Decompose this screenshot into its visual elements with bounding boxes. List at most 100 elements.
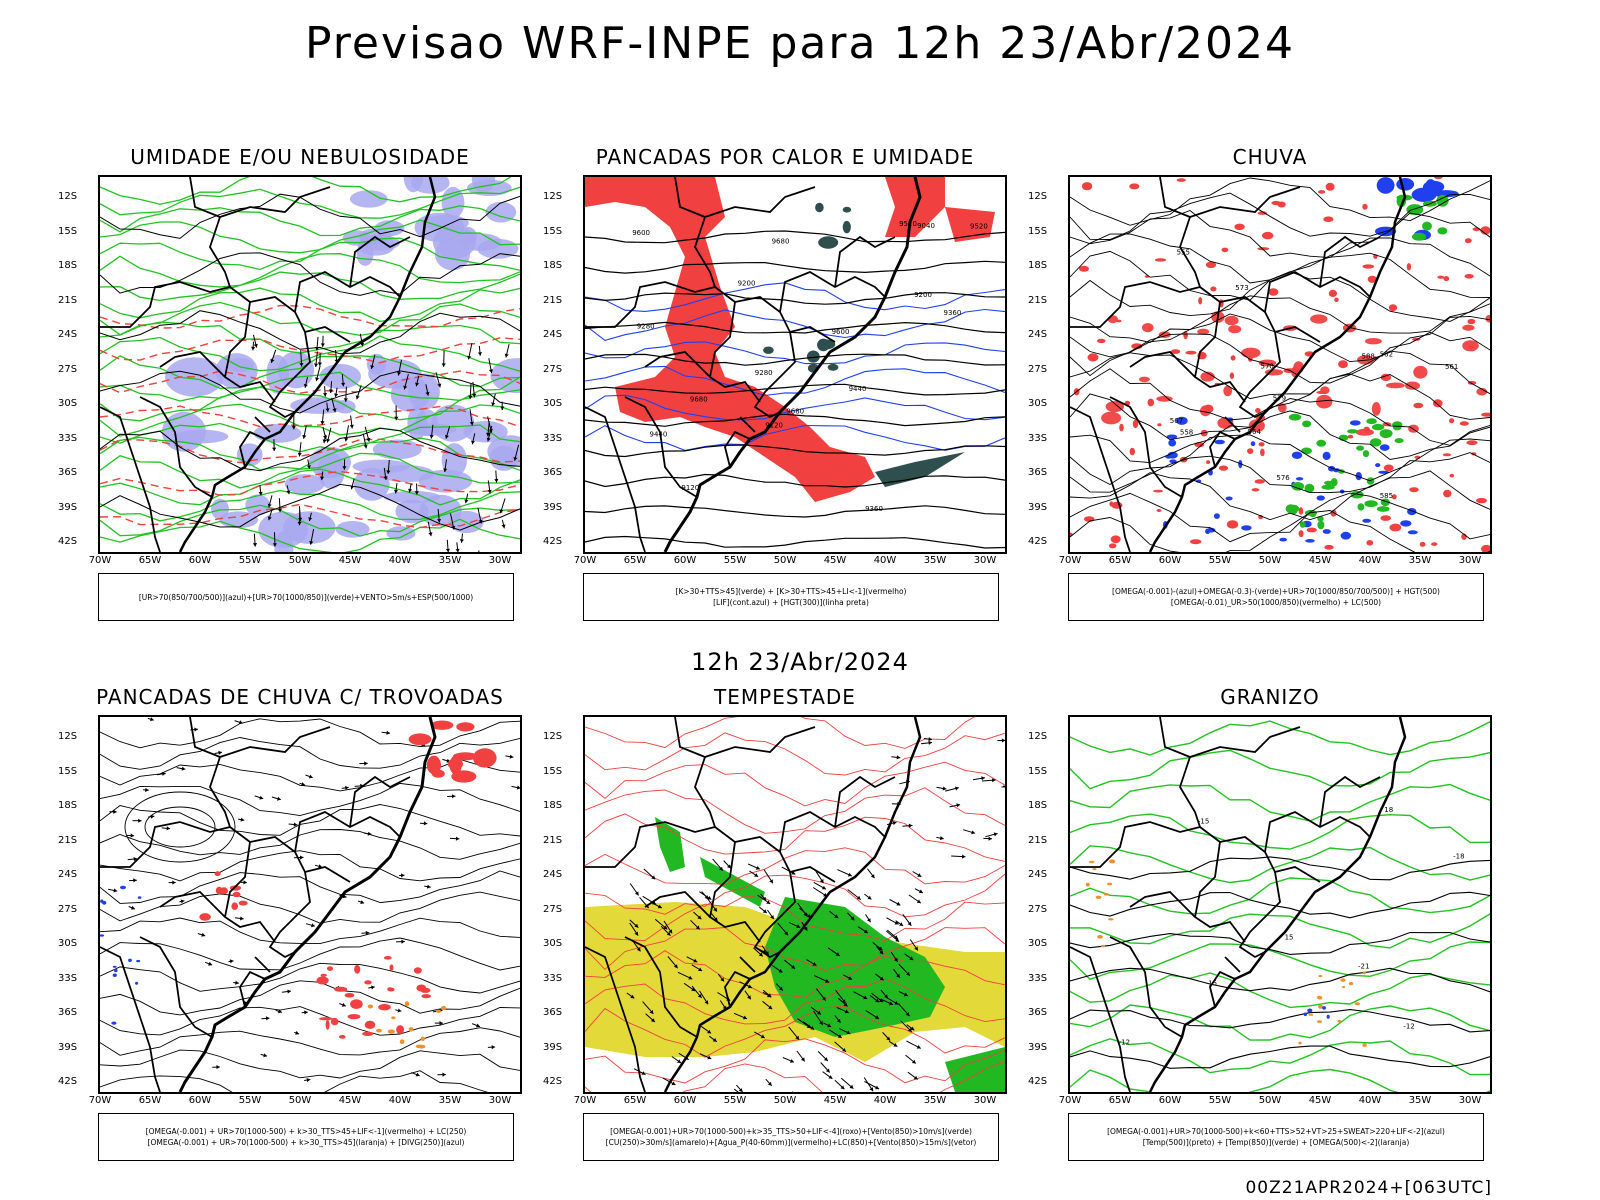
lon-tick-label: 70W bbox=[1058, 1095, 1082, 1106]
lat-tick-label: 39S bbox=[58, 501, 78, 513]
lat-tick-label: 33S bbox=[543, 972, 563, 984]
lat-tick-label: 12S bbox=[543, 191, 563, 202]
lat-tick-label: 30S bbox=[58, 398, 78, 409]
lon-tick-label: 70W bbox=[573, 1095, 597, 1106]
svg-text:-12: -12 bbox=[1119, 1039, 1130, 1047]
svg-text:9520: 9520 bbox=[899, 220, 917, 228]
lon-tick-label: 65W bbox=[1108, 555, 1132, 566]
panel-title: GRANIZO bbox=[1220, 685, 1320, 709]
lat-tick-label: 15S bbox=[1028, 225, 1048, 237]
lat-tick-label: 27S bbox=[58, 903, 78, 915]
main-title: Previsao WRF-INPE para 12h 23/Abr/2024 bbox=[304, 18, 1295, 69]
lon-tick-label: 55W bbox=[723, 1095, 747, 1106]
lat-tick-label: 24S bbox=[543, 329, 563, 340]
lat-tick-label: 33S bbox=[58, 972, 78, 984]
lat-tick-label: 21S bbox=[543, 294, 563, 306]
lat-tick-label: 18S bbox=[1028, 800, 1048, 811]
lon-tick-label: 65W bbox=[138, 1095, 162, 1106]
legend-line: [OMEGA(-0.001) + UR>70(1000-500) + k>30_… bbox=[145, 1127, 467, 1136]
svg-text:576: 576 bbox=[1276, 474, 1290, 482]
svg-text:-21: -21 bbox=[1358, 962, 1369, 970]
lon-tick-label: 35W bbox=[438, 555, 462, 566]
lat-tick-label: 27S bbox=[1028, 903, 1048, 915]
lat-tick-label: 39S bbox=[1028, 501, 1048, 513]
lon-tick-label: 60W bbox=[188, 555, 212, 566]
panel-tempestade: TEMPESTADE 12S 15S 18S 21S 24S 27S 30S 33S 36S 39S… bbox=[535, 685, 1015, 1175]
lat-tick-label: 33S bbox=[58, 432, 78, 444]
svg-text:561: 561 bbox=[1445, 363, 1458, 371]
lon-tick-label: 60W bbox=[1158, 1095, 1182, 1106]
lat-tick-label: 27S bbox=[543, 903, 563, 915]
lat-tick-label: 12S bbox=[1028, 191, 1048, 202]
lat-tick-label: 18S bbox=[58, 260, 78, 271]
svg-text:9680: 9680 bbox=[786, 408, 804, 416]
lat-tick-label: 15S bbox=[58, 225, 78, 237]
mid-title: 12h 23/Abr/2024 bbox=[691, 648, 909, 676]
lat-tick-label: 36S bbox=[543, 467, 563, 478]
legend-line: [Temp(500)](preto) + [Temp(850)](verde) … bbox=[1142, 1138, 1410, 1147]
lat-tick-label: 30S bbox=[58, 938, 78, 949]
lon-tick-label: 45W bbox=[823, 555, 847, 566]
lon-tick-label: 35W bbox=[1408, 555, 1432, 566]
lat-tick-label: 42S bbox=[1028, 1076, 1048, 1087]
panel-legend: [K>30+TTS>45](verde) + [K>30+TTS>45+LI<-… bbox=[583, 573, 999, 621]
lat-tick-label: 39S bbox=[543, 1041, 563, 1053]
forecast-map bbox=[98, 175, 522, 554]
lon-tick-label: 30W bbox=[1458, 555, 1482, 566]
lat-tick-label: 36S bbox=[58, 467, 78, 478]
lat-tick-label: 39S bbox=[58, 1041, 78, 1053]
svg-text:9680: 9680 bbox=[690, 395, 708, 403]
svg-text:585: 585 bbox=[1380, 492, 1393, 500]
lat-tick-label: 42S bbox=[1028, 536, 1048, 547]
lat-tick-label: 36S bbox=[58, 1007, 78, 1018]
svg-text:15: 15 bbox=[1285, 934, 1294, 942]
svg-text:9120: 9120 bbox=[765, 421, 783, 429]
lat-tick-label: 30S bbox=[543, 938, 563, 949]
lon-tick-label: 55W bbox=[238, 1095, 262, 1106]
lon-tick-label: 65W bbox=[1108, 1095, 1132, 1106]
lat-tick-label: 36S bbox=[1028, 1007, 1048, 1018]
map-graphics bbox=[585, 717, 1005, 1092]
lat-tick-label: 33S bbox=[1028, 432, 1048, 444]
svg-text:-18: -18 bbox=[1453, 853, 1464, 861]
panel-legend: [OMEGA(-0.001) + UR>70(1000-500) + k>30_… bbox=[98, 1113, 514, 1161]
lat-tick-label: 21S bbox=[58, 294, 78, 306]
lon-tick-label: 60W bbox=[188, 1095, 212, 1106]
panel-title: PANCADAS DE CHUVA C/ TROVOADAS bbox=[96, 685, 504, 709]
panel-legend: [OMEGA(-0.001)+UR>70(1000-500)+k>35_TTS>… bbox=[583, 1113, 999, 1161]
svg-text:588: 588 bbox=[1362, 353, 1375, 361]
lat-tick-label: 12S bbox=[543, 731, 563, 742]
lon-tick-label: 60W bbox=[1158, 555, 1182, 566]
forecast-map: 588 585 582 579 576 573 570 567 564 561 558 555 bbox=[1068, 175, 1492, 554]
lat-tick-label: 42S bbox=[543, 536, 563, 547]
lat-tick-label: 15S bbox=[543, 225, 563, 237]
panel-legend: [OMEGA(-0.001)+UR>70(1000-500)+k<60+TTS>… bbox=[1068, 1113, 1484, 1161]
map-graphics bbox=[100, 177, 520, 552]
lon-tick-label: 45W bbox=[338, 1095, 362, 1106]
lon-tick-label: 65W bbox=[623, 1095, 647, 1106]
svg-text:9520: 9520 bbox=[970, 223, 988, 231]
lon-tick-label: 50W bbox=[773, 1095, 797, 1106]
lat-tick-label: 33S bbox=[1028, 972, 1048, 984]
panel-granizo: GRANIZO -12 -12 -15 -15 -18 -21 15 18 12S 15S 18S 21… bbox=[1020, 685, 1500, 1175]
svg-text:564: 564 bbox=[1248, 428, 1262, 436]
svg-text:9360: 9360 bbox=[944, 309, 962, 317]
lat-tick-label: 24S bbox=[1028, 869, 1048, 880]
svg-text:9200: 9200 bbox=[738, 279, 756, 287]
lon-tick-label: 45W bbox=[1308, 1095, 1332, 1106]
forecast-map: -12 -12 -15 -15 -18 -21 15 18 bbox=[1068, 715, 1492, 1094]
legend-line: [OMEGA(-0.001)+UR>70(1000-500)+k<60+TTS>… bbox=[1107, 1127, 1445, 1136]
lat-tick-label: 15S bbox=[1028, 765, 1048, 777]
lat-tick-label: 24S bbox=[1028, 329, 1048, 340]
svg-text:9040: 9040 bbox=[917, 222, 935, 230]
lat-tick-label: 12S bbox=[58, 731, 78, 742]
legend-line: [OMEGA(-0.001)-(azul)+OMEGA(-0.3)-(verde… bbox=[1112, 587, 1440, 596]
lon-tick-label: 60W bbox=[673, 1095, 697, 1106]
panel-legend: [UR>70(850/700/500)](azul)+[UR>70(1000/8… bbox=[98, 573, 514, 621]
lon-tick-label: 30W bbox=[1458, 1095, 1482, 1106]
lat-tick-label: 21S bbox=[58, 834, 78, 846]
lat-tick-label: 36S bbox=[1028, 467, 1048, 478]
lon-tick-label: 50W bbox=[288, 555, 312, 566]
svg-text:9200: 9200 bbox=[914, 291, 932, 299]
panel-legend: [OMEGA(-0.001)-(azul)+OMEGA(-0.3)-(verde… bbox=[1068, 573, 1484, 621]
